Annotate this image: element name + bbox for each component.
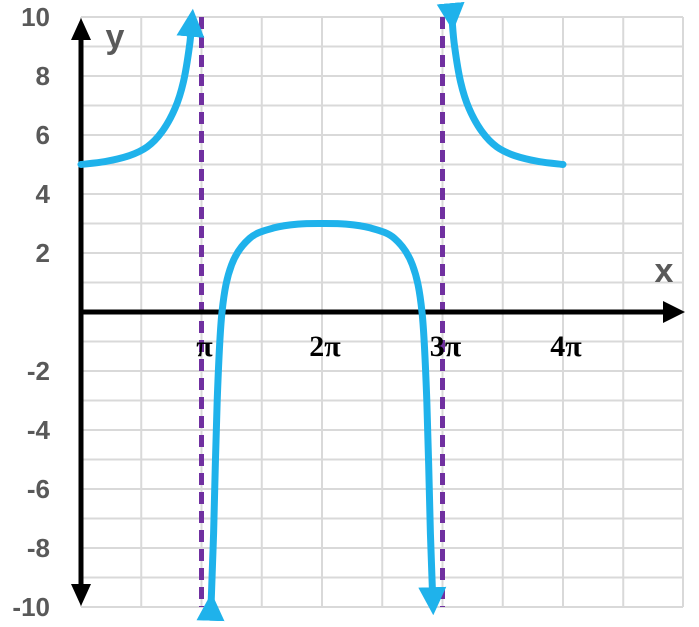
curve-branch bbox=[436, 1, 567, 168]
y-tick-label: -4 bbox=[27, 415, 51, 445]
y-tick-label: 10 bbox=[21, 2, 50, 32]
y-tick-label: -6 bbox=[27, 474, 50, 504]
x-tick-label: 2π bbox=[309, 330, 341, 363]
y-tick-label: -8 bbox=[27, 533, 50, 563]
y-tick-label: -10 bbox=[12, 592, 50, 622]
y-axis-label: y bbox=[106, 18, 125, 56]
y-axis-arrowhead-up bbox=[71, 18, 91, 40]
y-tick-label: -2 bbox=[27, 356, 50, 386]
x-axis-label: x bbox=[655, 252, 674, 290]
y-tick-label: 8 bbox=[36, 61, 50, 91]
x-tick-label: 4π bbox=[550, 330, 582, 363]
y-axis-arrowhead-down bbox=[71, 584, 91, 606]
curves bbox=[77, 1, 567, 622]
tick-labels: 10 8 6 4 2 -2 -4 -6 -8 -10 π 2π 3π 4π bbox=[12, 2, 582, 622]
x-tick-label: 3π bbox=[430, 330, 462, 363]
curve-branch bbox=[196, 219, 447, 622]
x-tick-label: π bbox=[196, 330, 213, 363]
curve-branch bbox=[77, 8, 205, 168]
x-axis-arrowhead bbox=[663, 301, 685, 323]
y-tick-label: 6 bbox=[36, 120, 50, 150]
axes bbox=[71, 18, 685, 606]
y-tick-label: 4 bbox=[36, 179, 51, 209]
y-tick-label: 2 bbox=[36, 238, 50, 268]
